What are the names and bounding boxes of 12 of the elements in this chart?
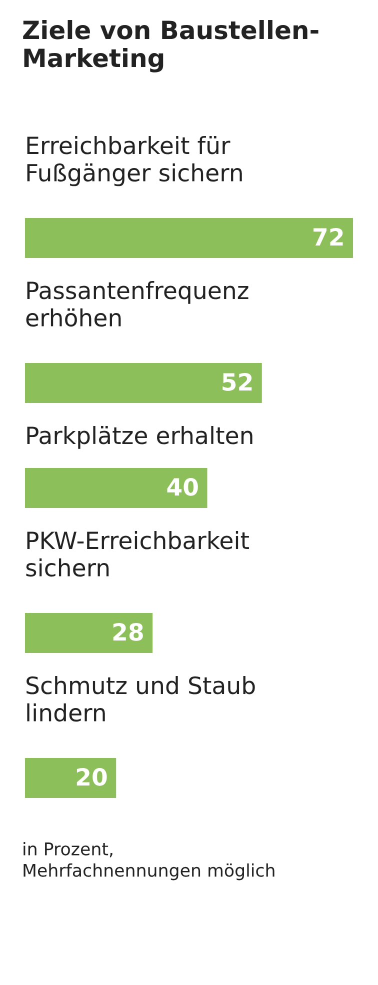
data-label: 72 bbox=[314, 228, 343, 246]
chart-title: Ziele von Baustellen- Marketing bbox=[23, 20, 318, 72]
y-tick-label: Parkplätze erhalten bbox=[27, 426, 252, 449]
data-label: 28 bbox=[113, 622, 143, 641]
text: in Prozent, Mehrfachnennungen möglich bbox=[24, 842, 274, 880]
y-tick-label: Passantenfrequenz erhöhen bbox=[26, 281, 248, 327]
y-tick-label: Schmutz und Staub lindern bbox=[26, 676, 255, 722]
data-label: 52 bbox=[222, 372, 252, 391]
data-label: 20 bbox=[76, 768, 107, 786]
y-tick-label: PKW-Erreichbarkeit sichern bbox=[26, 531, 249, 577]
y-tick-label: Erreichbarkeit für Fußgänger sichern bbox=[27, 136, 242, 186]
data-label: 40 bbox=[167, 478, 198, 496]
